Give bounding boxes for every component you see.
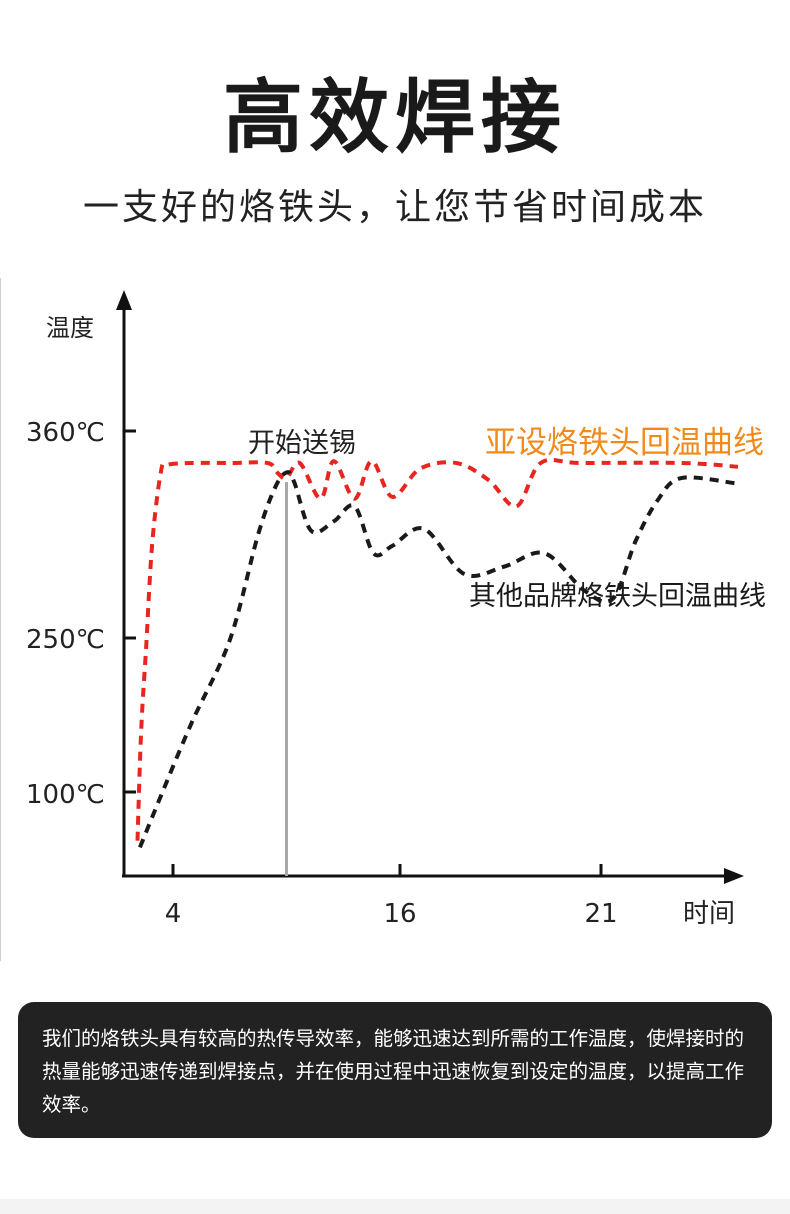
x-axis-label: 时间 xyxy=(683,899,735,929)
series-label-yashe: 亚设烙铁头回温曲线 xyxy=(485,425,764,461)
y-tick-label-100: 100℃ xyxy=(26,780,105,810)
left-divider xyxy=(0,278,1,961)
start-feeding-annotation: 开始送锡 xyxy=(248,428,356,459)
y-tick-label-250: 250℃ xyxy=(26,625,105,655)
x-axis-arrow xyxy=(724,868,744,884)
y-axis-label: 温度 xyxy=(46,314,94,342)
description-text: 我们的烙铁头具有较高的热传导效率，能够迅速达到所需的工作温度，使焊接时的热量能够… xyxy=(42,1027,745,1116)
series-line-yashe xyxy=(135,457,739,841)
y-tick-label-360: 360℃ xyxy=(26,418,105,448)
chart-axes xyxy=(116,290,744,884)
page-subtitle: 一支好的烙铁头，让您节省时间成本 xyxy=(82,187,707,228)
page-title: 高效焊接 xyxy=(223,71,567,164)
series-label-other-brands: 其他品牌烙铁头回温曲线 xyxy=(469,581,766,612)
x-tick-label-21: 21 xyxy=(584,899,617,929)
y-axis-arrow xyxy=(116,290,132,310)
description-box: 我们的烙铁头具有较高的热传导效率，能够迅速达到所需的工作温度，使焊接时的热量能够… xyxy=(18,1002,772,1138)
series-line-other-brands xyxy=(138,470,739,849)
bottom-strip xyxy=(0,1199,790,1214)
x-tick-label-16: 16 xyxy=(383,899,416,929)
x-tick-label-4: 4 xyxy=(165,899,182,929)
temperature-chart: 温度 360℃ 250℃ 100℃ 4 16 21 时间 开始送锡 亚设烙铁头回… xyxy=(26,290,766,929)
